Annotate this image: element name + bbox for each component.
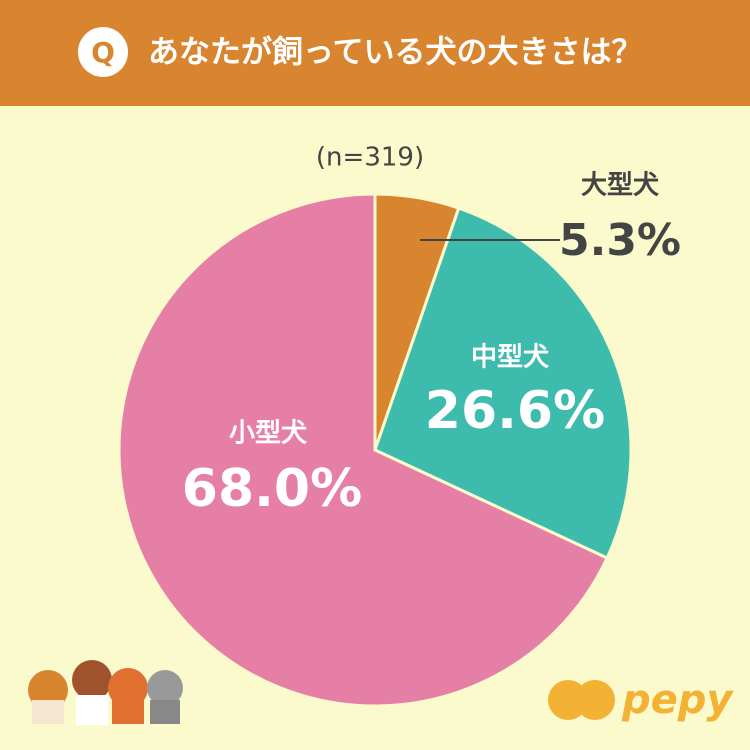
logo: pepy — [621, 677, 734, 723]
slice-label: 大型犬 — [581, 171, 660, 201]
dogs-illustration — [28, 660, 183, 725]
value-label: 26.6% — [425, 381, 605, 441]
badge-circle — [78, 27, 128, 77]
value-label: 5.3% — [559, 215, 681, 266]
pie-slice — [373, 206, 633, 561]
slice-label: 中型犬 — [471, 343, 550, 373]
pie-slice — [117, 192, 610, 708]
badge: Q — [91, 36, 115, 69]
value-label: 68.0% — [182, 459, 362, 519]
logo-icon — [548, 680, 615, 720]
slice-label: 小型犬 — [229, 419, 308, 449]
chart-subtitle: (n=319) — [316, 143, 424, 173]
chart-title: あなたが飼っている犬の大きさは？ — [148, 35, 642, 71]
